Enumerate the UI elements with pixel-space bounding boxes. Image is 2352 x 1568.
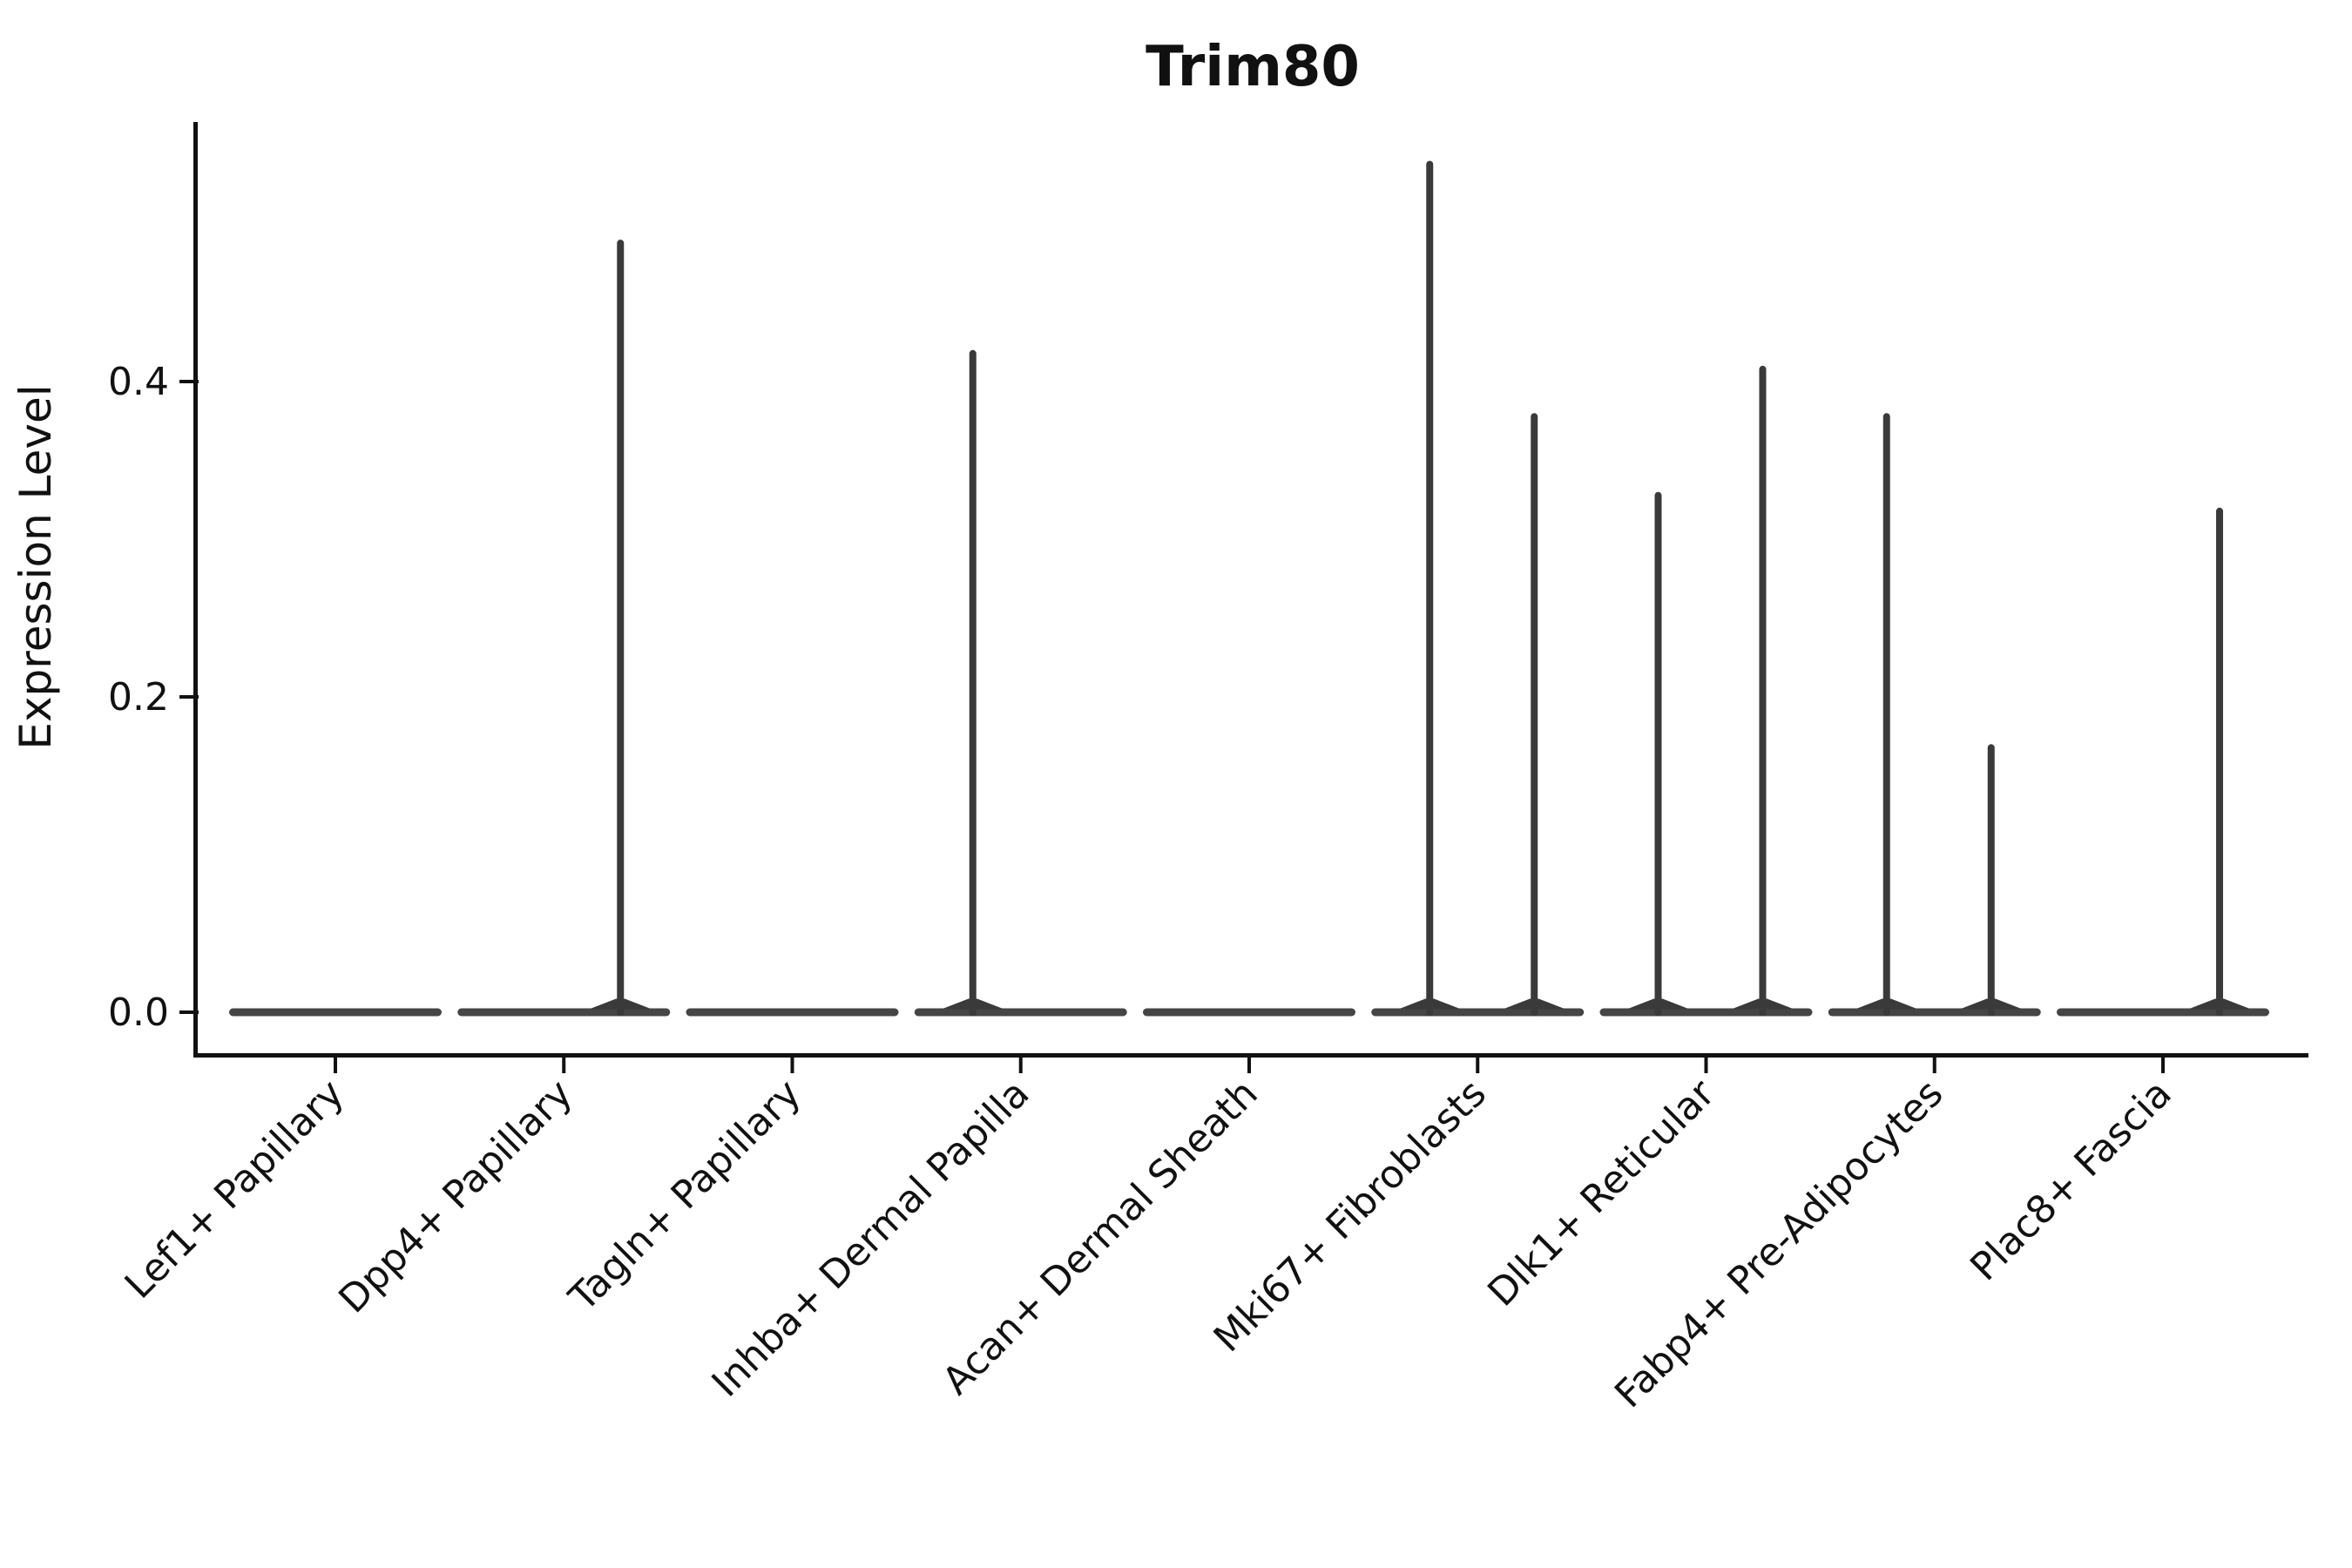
violin-body xyxy=(1143,1008,1355,1017)
bottom-spine xyxy=(193,1053,2308,1058)
violin-tail xyxy=(617,240,625,1017)
violin-tail xyxy=(1531,413,1538,1017)
y-tick-mark xyxy=(179,380,199,383)
y-tick-mark xyxy=(179,1010,199,1014)
x-tick-label: Plac8+ Fascia xyxy=(1962,1071,2180,1290)
violin-tail xyxy=(1759,365,1767,1017)
x-tick-mark xyxy=(1704,1058,1708,1073)
violin-group: Plac8+ Fascia xyxy=(1962,507,2269,1290)
violin-body xyxy=(1371,1008,1585,1017)
x-tick-mark xyxy=(2161,1058,2165,1073)
y-tick-label: 0.2 xyxy=(108,675,169,720)
violin-tail xyxy=(969,349,977,1017)
violin-tail xyxy=(1426,160,1434,1017)
x-tick-label: Lef1+ Papillary xyxy=(117,1071,353,1308)
violin-body xyxy=(914,1008,1127,1017)
x-tick-mark xyxy=(1247,1058,1251,1073)
violin-body xyxy=(229,1008,442,1017)
violin-group: Mki67+ Fibroblasts xyxy=(1206,160,1585,1361)
violin-body xyxy=(1828,1008,2041,1017)
violin-body xyxy=(457,1008,671,1017)
violin-group: Dlk1+ Reticular xyxy=(1479,365,1813,1315)
x-tick-mark xyxy=(562,1058,566,1073)
violin-tail xyxy=(1654,491,1662,1017)
x-tick-label: Dlk1+ Reticular xyxy=(1479,1071,1724,1315)
violin-body xyxy=(2057,1008,2269,1017)
chart-title: Trim80 xyxy=(1146,35,1360,99)
y-tick-label: 0.0 xyxy=(108,990,169,1035)
violin-group: Acan+ Dermal Sheath xyxy=(934,1008,1355,1403)
violin-group: Dpp4+ Papillary xyxy=(330,240,671,1322)
y-tick-mark xyxy=(179,695,199,699)
left-spine xyxy=(193,122,198,1058)
violin-tail xyxy=(1987,744,1995,1017)
violin-tail xyxy=(2216,507,2223,1017)
x-tick-mark xyxy=(1018,1058,1023,1073)
x-tick-mark xyxy=(1476,1058,1480,1073)
violin-tail xyxy=(1882,413,1890,1017)
violin-body xyxy=(1599,1008,1813,1017)
x-tick-mark xyxy=(790,1058,794,1073)
y-tick-label: 0.4 xyxy=(108,360,169,404)
y-axis-label: Expression Level xyxy=(10,384,61,749)
violin-body xyxy=(686,1008,899,1017)
x-tick-label: Dpp4+ Papillary xyxy=(330,1071,581,1322)
x-tick-label: Tagln+ Papillary xyxy=(560,1071,809,1321)
x-tick-mark xyxy=(1932,1058,1936,1073)
x-tick-mark xyxy=(334,1058,337,1073)
